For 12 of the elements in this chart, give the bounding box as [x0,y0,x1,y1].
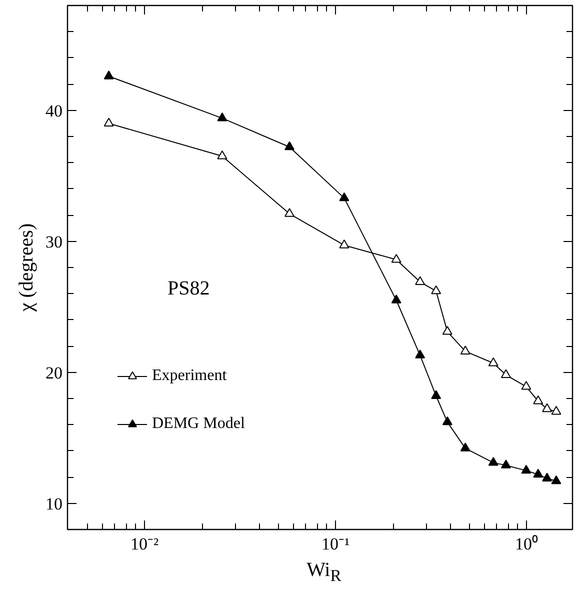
x-tick-label: 10⁰ [515,534,538,554]
x-tick-label: 10⁻² [130,534,159,554]
legend-label: DEMG Model [152,415,245,433]
y-tick-label: 10 [46,494,62,514]
y-tick-label: 30 [46,232,62,252]
x-tick-label: 10⁻¹ [322,534,350,554]
y-axis-title: χ (degrees) [16,223,38,313]
annotation: PS82 [168,278,210,300]
y-tick-label: 40 [46,101,62,120]
legend-label: Experiment [152,367,227,385]
y-tick-label: 20 [46,363,62,382]
x-axis-title: Wi$_{R}$ [306,558,342,587]
